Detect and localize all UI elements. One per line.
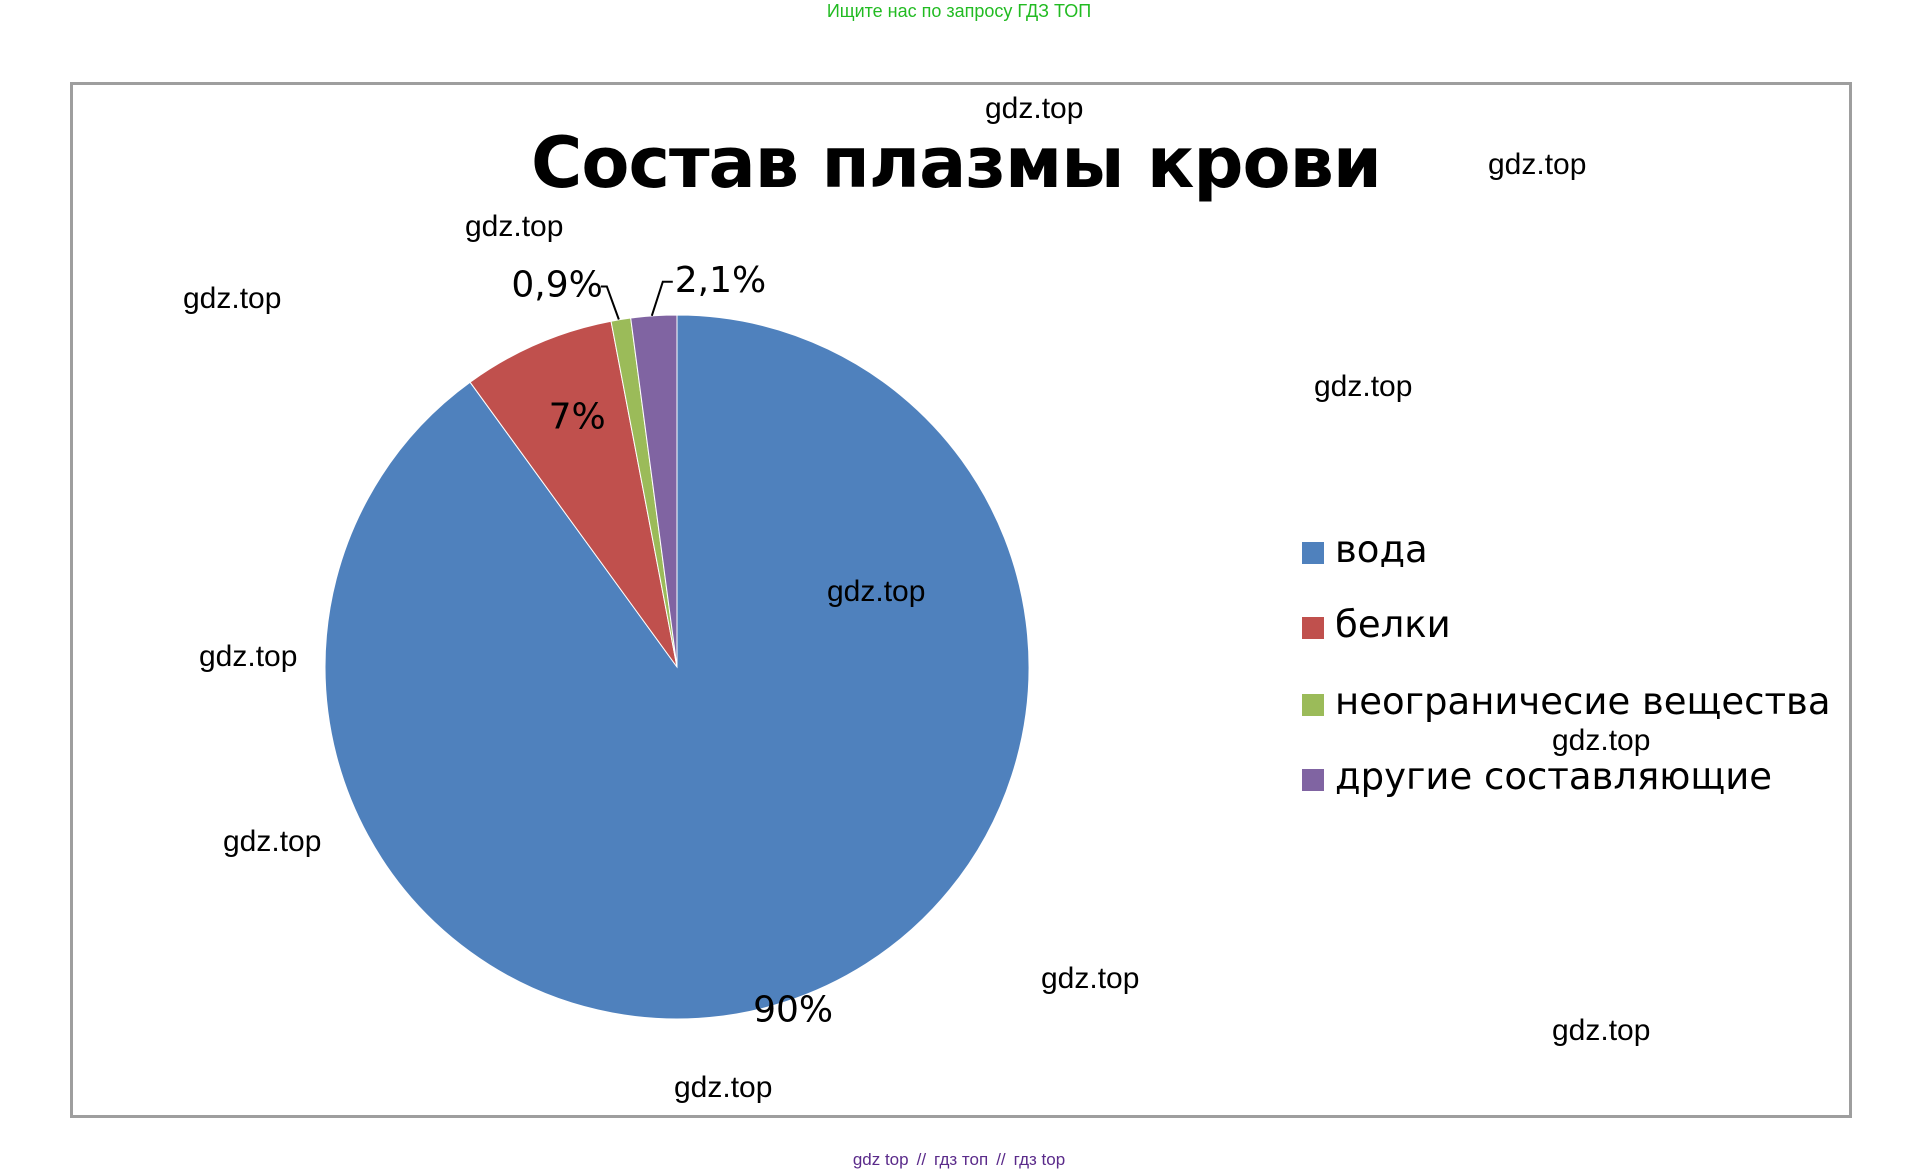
watermark: gdz.top — [1552, 724, 1651, 757]
footer-item: gdz top — [852, 1150, 909, 1169]
legend-label-other: другие составляющие — [1335, 755, 1773, 798]
legend-item-water: вода — [1302, 528, 1428, 571]
legend-swatch-water — [1302, 542, 1324, 564]
watermark: gdz.top — [183, 282, 282, 315]
header-note: Ищите нас по запросу ГДЗ ТОП — [826, 1, 1092, 21]
watermark: gdz.top — [985, 92, 1084, 125]
data-label-water: 90% — [753, 989, 833, 1030]
legend-label-inorganic: неограничесие вещества — [1335, 680, 1831, 723]
watermark: gdz.top — [465, 210, 564, 243]
legend-item-proteins: белки — [1302, 603, 1451, 646]
watermark: gdz.top — [1041, 962, 1140, 995]
legend-item-other: другие составляющие — [1302, 755, 1772, 798]
legend-swatch-inorganic — [1302, 694, 1324, 716]
footer-item: гдз top — [1013, 1150, 1066, 1169]
pie-slice-other — [630, 314, 678, 668]
chart-title: Состав плазмы крови — [531, 122, 1382, 204]
watermark: gdz.top — [223, 825, 322, 858]
legend-swatch-other — [1302, 769, 1324, 791]
pie-slice-proteins — [469, 320, 678, 668]
footer-separator: // — [916, 1150, 927, 1169]
leader-line-other — [650, 280, 673, 317]
leader-line-inorganic — [600, 285, 620, 320]
legend-swatch-proteins — [1302, 617, 1324, 639]
footer-item: гдз топ — [934, 1150, 989, 1169]
data-label-proteins: 7% — [549, 397, 606, 438]
legend-label-water: вода — [1335, 528, 1428, 571]
watermark: gdz.top — [1488, 148, 1587, 181]
footer: gdz top // гдз топ // гдз top — [0, 1150, 1918, 1170]
footer-separator: // — [996, 1150, 1006, 1169]
watermark: gdz.top — [827, 575, 926, 608]
watermark: gdz.top — [199, 640, 298, 673]
watermark: gdz.top — [1552, 1014, 1651, 1047]
legend-item-inorganic: неограничесие вещества — [1302, 680, 1831, 723]
legend-label-proteins: белки — [1335, 603, 1451, 646]
data-label-inorganic: 0,9% — [511, 265, 602, 306]
data-label-other: 2,1% — [675, 260, 766, 301]
watermark: gdz.top — [674, 1071, 773, 1104]
watermark: gdz.top — [1314, 370, 1413, 403]
